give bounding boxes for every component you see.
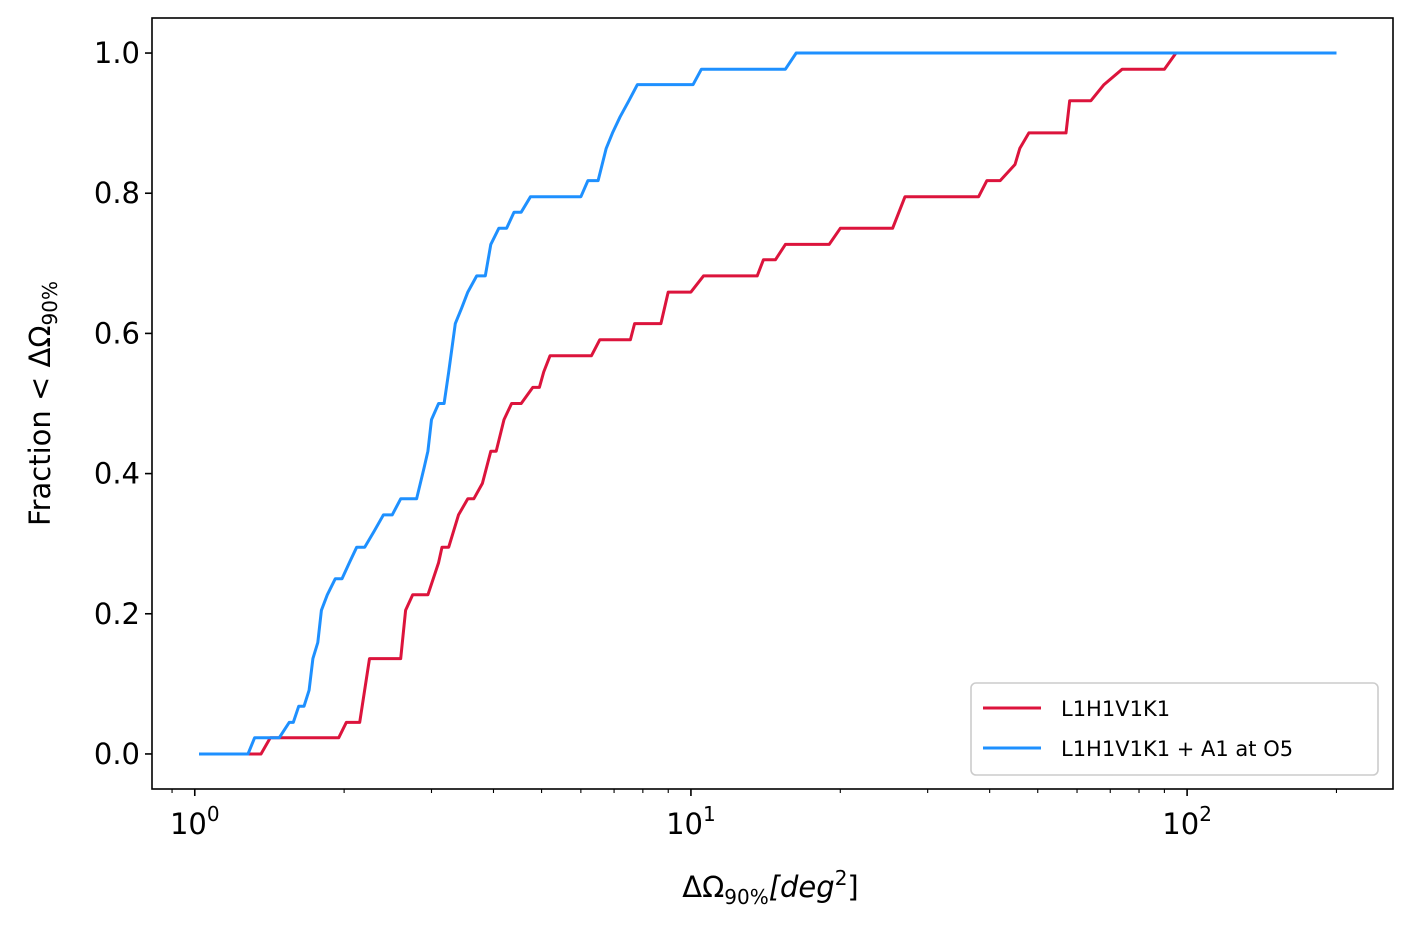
y-tick-label: 0.2 xyxy=(94,597,140,631)
x-axis-label-main: ΔΩ xyxy=(682,870,724,904)
x-tick-label-base: 10 xyxy=(1162,807,1199,841)
x-tick-label-exp: 1 xyxy=(703,802,716,826)
y-tick-label: 1.0 xyxy=(94,36,140,70)
y-tick-label: 0.8 xyxy=(94,176,140,210)
legend-label: L1H1V1K1 xyxy=(1061,697,1170,721)
x-tick-label-exp: 2 xyxy=(1199,802,1212,826)
x-axis-label: ΔΩ90%[deg2] xyxy=(682,866,859,909)
y-tick-label: 0.4 xyxy=(94,457,140,491)
plot-marks xyxy=(199,51,1337,756)
axes-frame xyxy=(151,17,1394,790)
y-axis-label-sub: 90% xyxy=(38,281,62,325)
y-tick-label: 0.6 xyxy=(94,316,140,350)
legend-label: L1H1V1K1 + A1 at O5 xyxy=(1061,737,1293,761)
x-tick-label: 102 xyxy=(1162,802,1212,841)
x-axis-label-unit-close: ] xyxy=(847,870,858,904)
legend: L1H1V1K1 L1H1V1K1 + A1 at O5 xyxy=(970,682,1379,776)
series-line-1 xyxy=(199,51,1183,756)
y-axis-label: Fraction < ΔΩ90% xyxy=(23,281,62,526)
x-tick-label: 100 xyxy=(170,802,220,841)
x-tick-label-base: 10 xyxy=(666,807,703,841)
x-tick-label-exp: 0 xyxy=(207,802,220,826)
y-tick-label: 0.0 xyxy=(94,737,140,771)
x-axis-label-unit: [deg xyxy=(769,870,835,904)
x-tick-label: 101 xyxy=(666,802,716,841)
x-axis-label-sub: 90% xyxy=(724,885,768,909)
y-axis-label-main: Fraction < ΔΩ xyxy=(23,325,57,526)
x-tick-label-base: 10 xyxy=(170,807,207,841)
series-line-2 xyxy=(199,51,1337,756)
legend-box xyxy=(970,682,1379,776)
x-axis-label-unit-sup: 2 xyxy=(835,866,848,890)
